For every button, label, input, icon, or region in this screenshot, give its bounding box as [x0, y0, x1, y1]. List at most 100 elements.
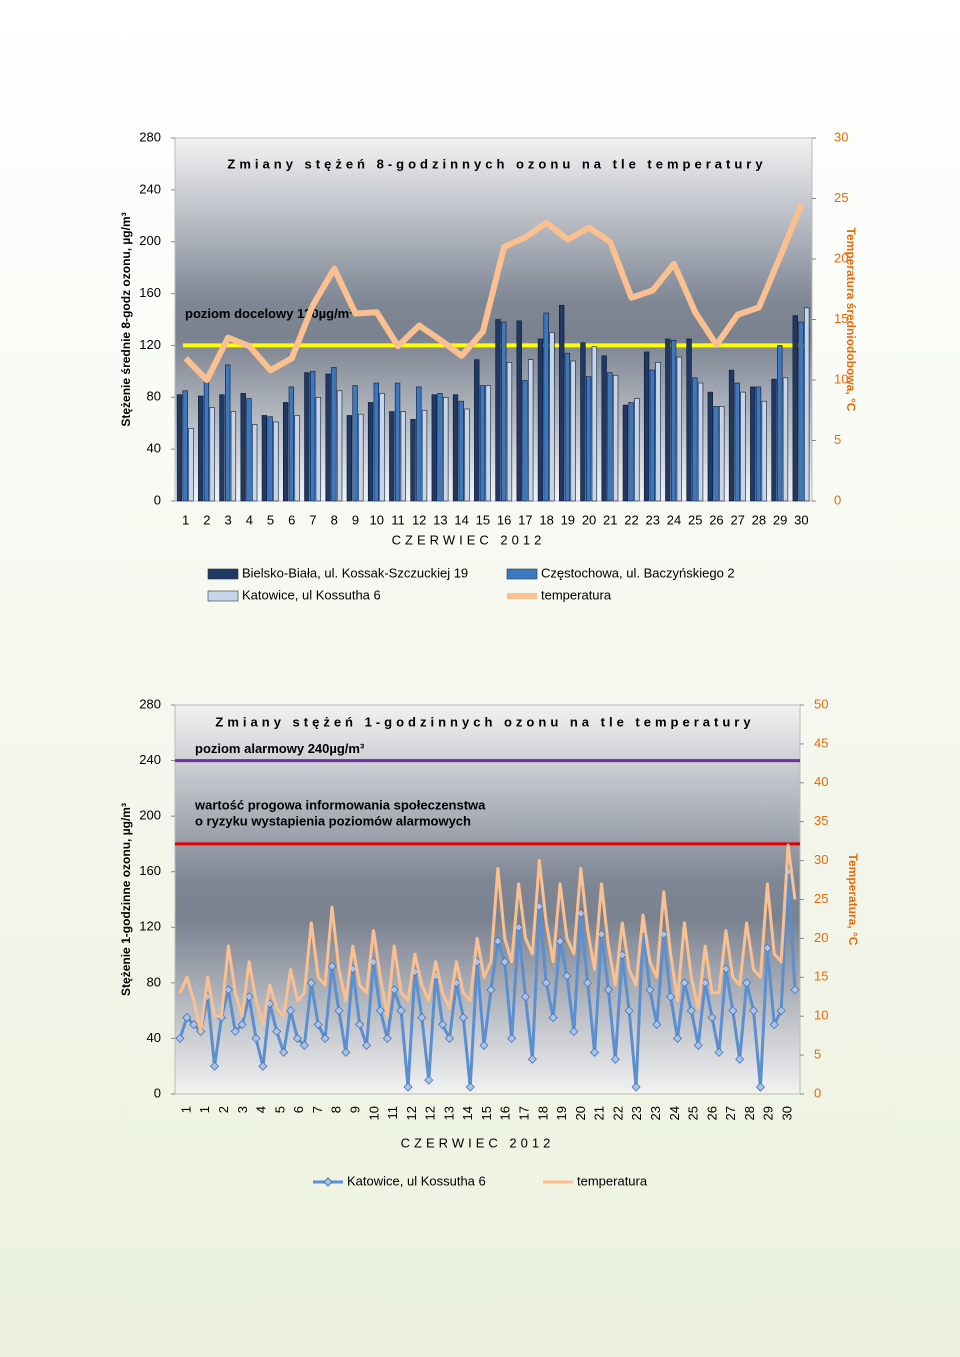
bar: [686, 338, 692, 502]
bar: [771, 378, 777, 502]
marker: [375, 1006, 385, 1016]
marker: [569, 1026, 579, 1037]
bar: [198, 395, 204, 502]
marker: [479, 1040, 489, 1050]
x-tick-label: 12: [412, 512, 426, 527]
y-tick-label: 80: [147, 389, 161, 404]
bar: [400, 411, 406, 502]
x-tick-label: 4: [246, 512, 253, 527]
y-tick-label: 120: [139, 919, 161, 934]
threshold-label: wartość progowa informowania społeczenst…: [194, 797, 486, 812]
marker: [583, 978, 593, 988]
x-tick-label: 12: [404, 1106, 419, 1120]
x-tick-label: 24: [667, 512, 681, 527]
marker: [555, 936, 565, 946]
bar: [707, 391, 713, 502]
bar: [543, 312, 549, 502]
legend-label: temperatura: [577, 1173, 648, 1188]
x-tick-label: 3: [235, 1106, 250, 1113]
bar: [176, 394, 183, 502]
x-tick-label: 20: [582, 512, 596, 527]
temperature-line: [178, 843, 797, 1034]
marker: [527, 1054, 537, 1064]
bar: [676, 356, 682, 502]
temperature-line: [183, 203, 805, 383]
legend-swatch: [207, 568, 239, 580]
y-tick-label: 240: [139, 752, 161, 767]
x-tick-label: 11: [385, 1106, 400, 1120]
x-tick-label: 29: [773, 512, 787, 527]
marker: [631, 1082, 641, 1092]
marker: [209, 1061, 220, 1071]
bar: [315, 396, 322, 502]
marker: [603, 985, 613, 995]
bar: [240, 393, 246, 502]
x-tick-label: 1: [182, 512, 189, 527]
marker: [486, 985, 496, 995]
bar: [325, 373, 331, 502]
x-tick-label: 2: [216, 1106, 231, 1113]
y-tick-label: 160: [139, 863, 161, 878]
marker: [182, 1013, 192, 1023]
x-tick-label: 6: [291, 1106, 306, 1113]
x-tick-label: 11: [391, 512, 405, 527]
marker: [500, 957, 510, 967]
threshold-label: poziom docelowy 120µg/m³: [185, 306, 354, 321]
bar: [431, 394, 437, 502]
plot-area: [174, 137, 813, 502]
bar: [394, 382, 401, 502]
bar: [474, 359, 480, 502]
bar: [761, 400, 767, 502]
x-tick-label: 15: [476, 512, 490, 527]
bar: [655, 361, 661, 502]
x-tick-label: 24: [667, 1106, 682, 1120]
y-tick-label: 0: [154, 1085, 161, 1100]
marker: [790, 985, 800, 995]
x-tick-label: 23: [629, 1106, 644, 1120]
x-tick-label: 3: [224, 512, 231, 527]
x-tick-label: 23: [646, 512, 660, 527]
bar: [665, 338, 671, 502]
y2-tick-label: 5: [814, 1047, 821, 1062]
marker: [327, 961, 337, 971]
bar: [755, 386, 762, 502]
y-tick-label: 160: [139, 285, 161, 300]
x-tick-label: 26: [709, 512, 723, 527]
bar: [458, 400, 464, 502]
legend-swatch: [207, 590, 239, 602]
bar: [649, 369, 656, 502]
y-tick-label: 40: [147, 441, 161, 456]
x-tick-label: 10: [366, 1106, 381, 1120]
x-tick-label: 30: [794, 512, 808, 527]
marker: [735, 1054, 745, 1064]
bar: [479, 385, 486, 502]
x-tick-label: 20: [573, 1106, 588, 1120]
y2-tick-label: 5: [834, 432, 841, 447]
marker: [417, 1013, 427, 1023]
bar: [495, 319, 501, 502]
bar: [358, 413, 364, 502]
bar: [367, 402, 374, 502]
marker: [458, 1013, 468, 1023]
bar: [225, 364, 231, 502]
marker: [762, 943, 772, 953]
marker: [624, 1006, 634, 1016]
marker: [306, 978, 316, 988]
marker: [742, 978, 752, 988]
bar: [261, 415, 268, 502]
x-tick-label: 8: [331, 512, 338, 527]
bar: [750, 386, 756, 502]
bar: [273, 421, 279, 502]
x-tick-label: 17: [518, 512, 532, 527]
bar: [464, 408, 470, 502]
legend-marker: [323, 1177, 333, 1187]
bar: [251, 424, 258, 502]
bar: [452, 394, 459, 502]
marker: [769, 1019, 779, 1030]
bar: [549, 332, 555, 502]
bar: [230, 411, 237, 502]
bar: [570, 360, 576, 502]
marker: [272, 1026, 282, 1037]
bar: [728, 369, 735, 502]
x-tick-label: 2: [203, 512, 210, 527]
